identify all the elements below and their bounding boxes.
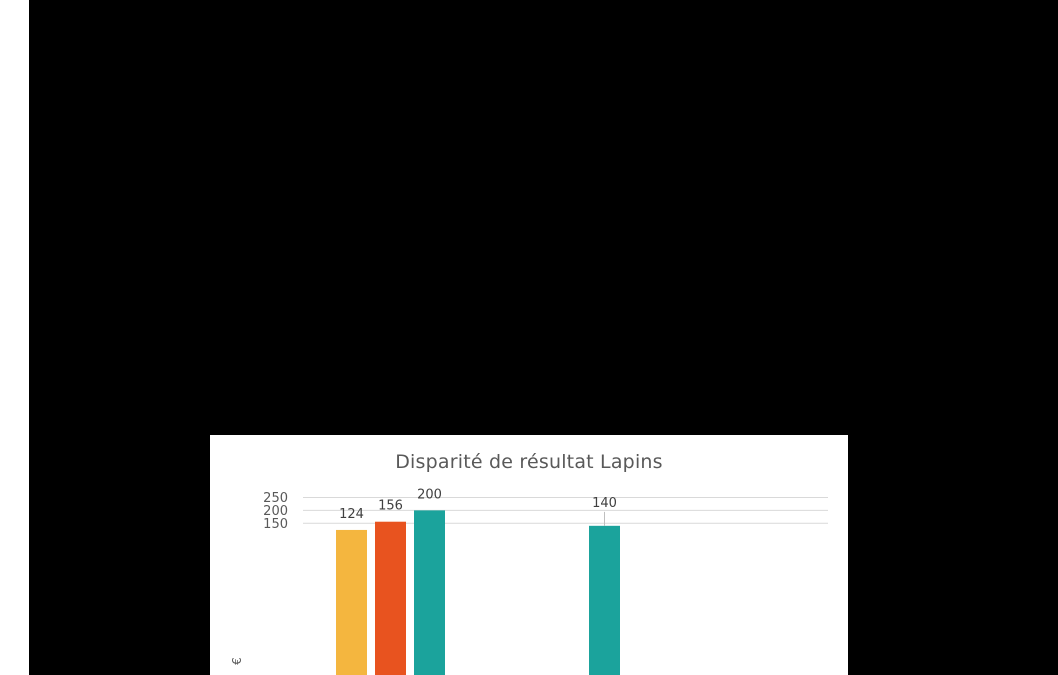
bars	[336, 510, 620, 675]
y-tick-label: 250	[263, 491, 288, 506]
data-label: 124	[339, 507, 364, 522]
chart-card: Disparité de résultat Lapins 150 200 250 1…	[210, 435, 848, 675]
bar	[589, 525, 620, 675]
data-labels: 124 156 200 140	[339, 487, 617, 526]
data-label: 140	[592, 496, 617, 511]
chart-title: Disparité de résultat Lapins	[395, 451, 663, 473]
bar	[414, 510, 445, 675]
y-axis-label: €	[230, 657, 244, 665]
y-tick-label: 150	[263, 517, 288, 532]
bar	[375, 521, 406, 675]
y-tick-label: 200	[263, 504, 288, 519]
data-label: 200	[417, 487, 442, 502]
data-label: 156	[378, 499, 403, 514]
bar	[336, 529, 367, 675]
